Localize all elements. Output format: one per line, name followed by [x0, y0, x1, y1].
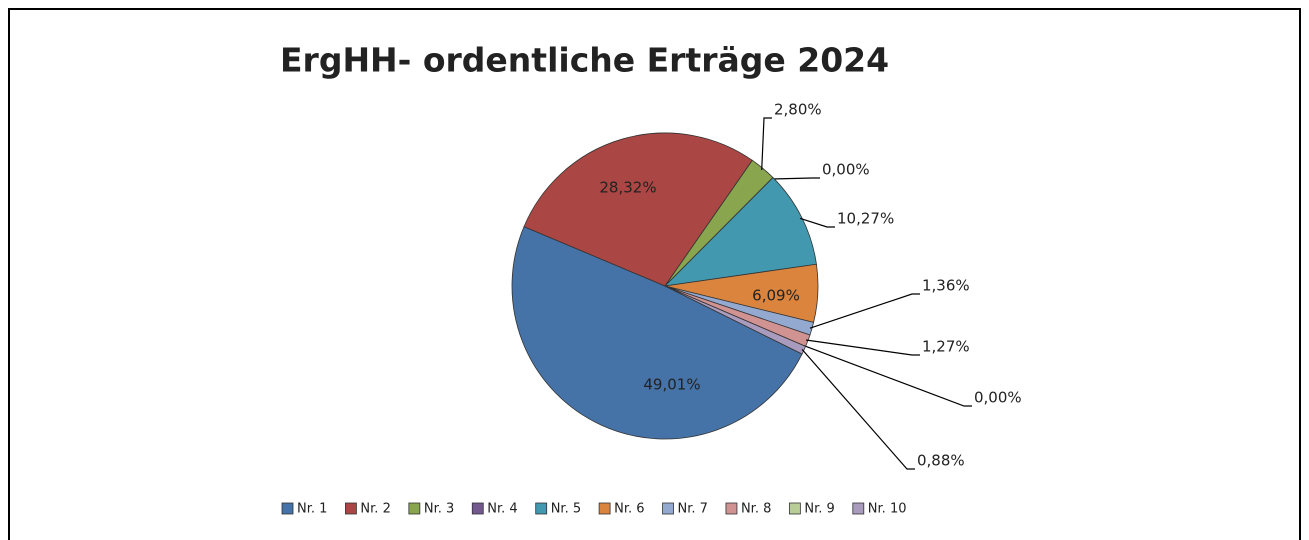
- legend-label: Nr. 9: [804, 502, 834, 517]
- slice-label: 0,00%: [974, 389, 1022, 407]
- legend-swatch: [471, 502, 484, 515]
- legend-label: Nr. 1: [297, 502, 327, 517]
- legend-label: Nr. 3: [424, 502, 454, 517]
- slice-label: 0,00%: [822, 161, 870, 179]
- chart-title: ErgHH- ordentliche Erträge 2024: [280, 41, 889, 80]
- legend-label: Nr. 8: [741, 502, 771, 517]
- legend-label: Nr. 2: [360, 502, 390, 517]
- legend-swatch: [788, 502, 801, 515]
- legend-swatch: [535, 502, 548, 515]
- pie-slice: [511, 226, 803, 440]
- pie-slice: [523, 132, 753, 287]
- slice-label: 10,27%: [837, 210, 894, 228]
- leader-line: [761, 117, 772, 171]
- slice-label: 1,36%: [922, 277, 970, 295]
- leader-line: [809, 293, 920, 329]
- slice-label: 2,80%: [774, 101, 822, 119]
- legend-swatch: [662, 502, 674, 515]
- legend-label: Nr. 10: [868, 502, 907, 517]
- leader-line: [771, 177, 820, 180]
- legend-swatch: [598, 502, 611, 515]
- pie-slice: [664, 285, 807, 355]
- leader-line: [803, 345, 972, 407]
- legend-swatch: [852, 502, 865, 515]
- leader-line: [805, 339, 920, 356]
- legend-label: Nr. 4: [487, 502, 517, 517]
- legend-swatch: [281, 502, 294, 515]
- legend-swatch: [345, 502, 357, 515]
- legend-label: Nr. 6: [614, 502, 644, 517]
- pie-slice: [663, 176, 817, 287]
- legend-swatch: [408, 502, 421, 515]
- legend-swatch: [725, 502, 738, 515]
- slice-label: 6,09%: [752, 287, 800, 305]
- legend-label: Nr. 5: [551, 502, 581, 517]
- slice-label: 0,88%: [917, 452, 965, 470]
- slice-label: 1,27%: [922, 338, 970, 356]
- legend-label: Nr. 7: [678, 502, 708, 517]
- leader-line: [801, 348, 915, 470]
- slice-label: 28,32%: [599, 179, 656, 197]
- leader-line: [799, 217, 835, 228]
- slice-label: 49,01%: [643, 376, 700, 394]
